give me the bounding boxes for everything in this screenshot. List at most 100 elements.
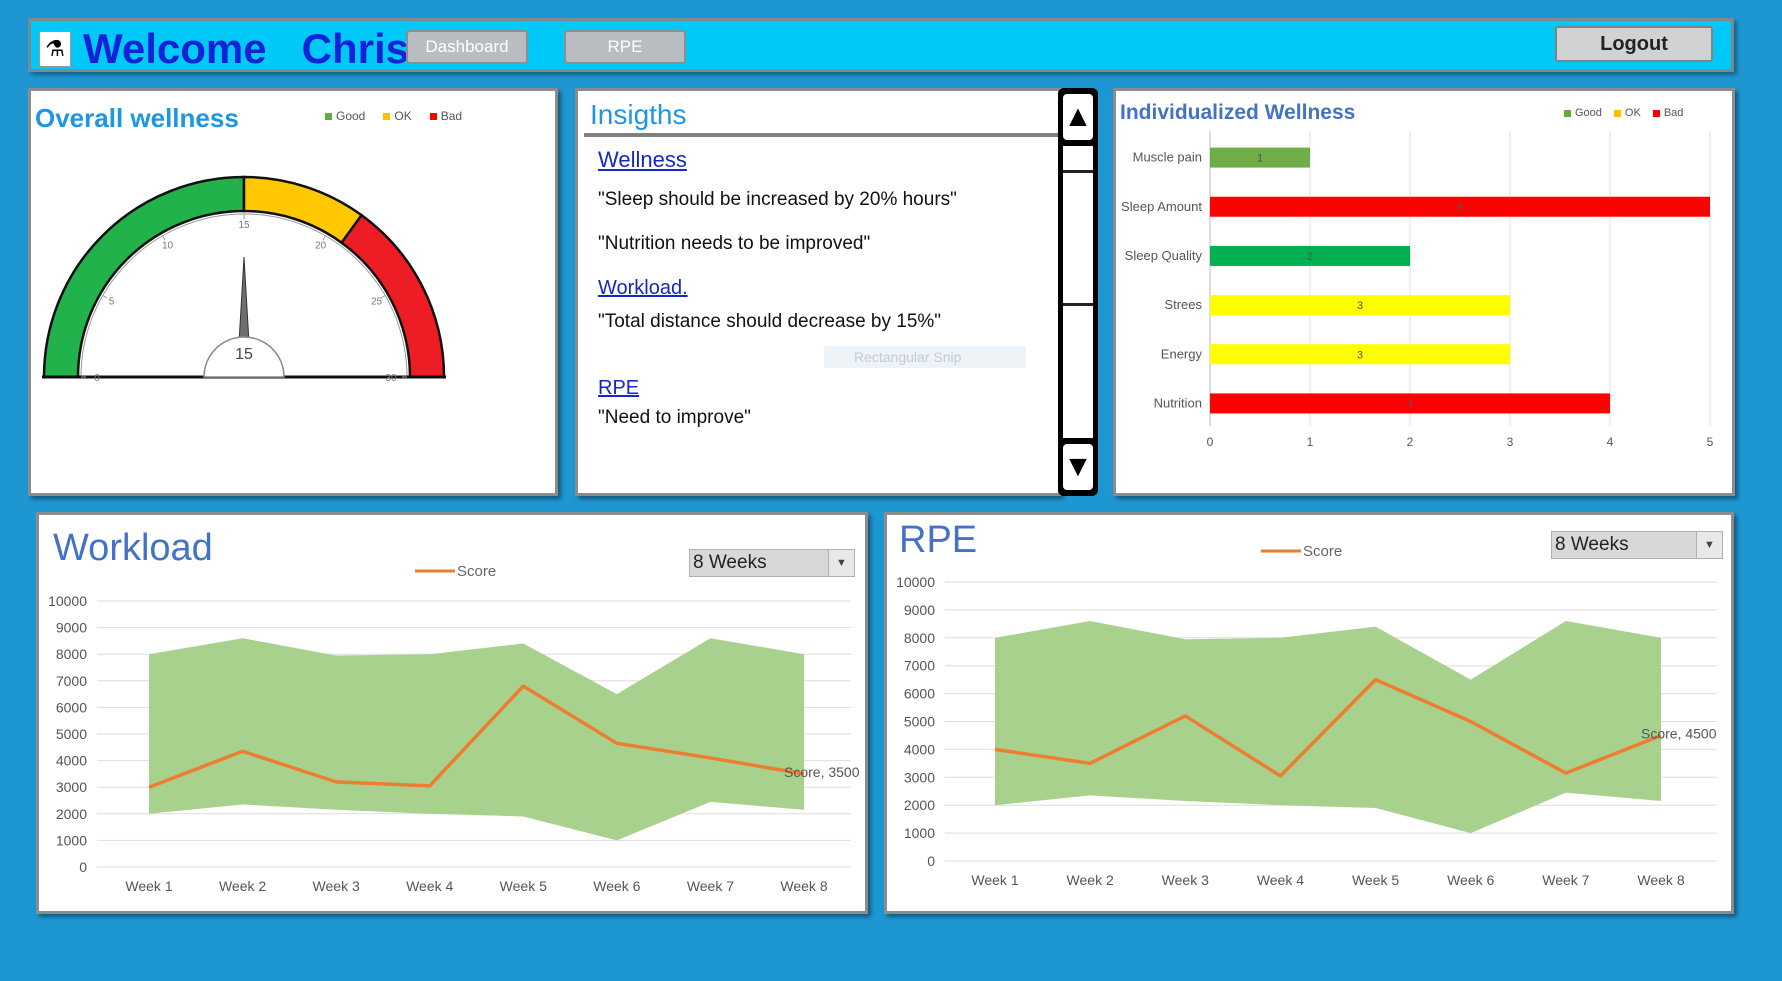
bar-x-tick-label: 5 xyxy=(1707,435,1714,449)
line-x-tick-label: Week 2 xyxy=(219,878,266,894)
user-name: Chris xyxy=(301,25,410,72)
gauge-tick-label: 5 xyxy=(109,297,115,308)
line-y-tick-label: 1000 xyxy=(56,832,87,848)
line-y-tick-label: 10000 xyxy=(48,593,87,609)
line-y-tick-label: 8000 xyxy=(904,630,935,646)
gauge-hub xyxy=(203,336,285,378)
rpe-period-value: 8 Weeks xyxy=(1555,534,1629,555)
gauge-tick-label: 25 xyxy=(371,297,383,308)
line-y-tick-label: 9000 xyxy=(56,620,87,636)
line-y-tick-label: 10000 xyxy=(896,574,935,590)
line-y-tick-label: 2000 xyxy=(904,797,935,813)
line-x-tick-label: Week 1 xyxy=(971,872,1018,888)
line-y-tick-label: 8000 xyxy=(56,646,87,662)
gauge-tick xyxy=(102,295,108,299)
legend-good: Good xyxy=(1564,107,1602,119)
line-x-tick-label: Week 7 xyxy=(687,878,734,894)
bar-3 xyxy=(1210,295,1510,316)
line-y-tick-label: 0 xyxy=(927,853,935,869)
overall-wellness-legend: Good OK Bad xyxy=(325,109,462,123)
bar-value-label: 3 xyxy=(1357,300,1363,312)
insights-scrollbar[interactable]: ▲ ▼ xyxy=(1058,88,1098,496)
bar-x-tick-label: 3 xyxy=(1507,435,1514,449)
bar-x-tick-label: 1 xyxy=(1307,435,1314,449)
rpe-title: RPE xyxy=(899,519,978,561)
line-y-tick-label: 1000 xyxy=(904,825,935,841)
triangle-down-icon[interactable]: ▼ xyxy=(1063,444,1093,490)
overall-wellness-panel: Overall wellness Good OK Bad 0 5 10 15 20 25 3… xyxy=(28,88,558,496)
welcome-heading: Welcome Chris xyxy=(83,27,409,71)
line-y-tick-label: 9000 xyxy=(904,602,935,618)
line-y-tick-label: 2000 xyxy=(56,806,87,822)
line-x-tick-label: Week 8 xyxy=(780,878,827,894)
bar-4 xyxy=(1210,344,1510,365)
insights-divider xyxy=(584,133,1058,137)
workload-chart: 0 1000 2000 3000 4000 5000 6000 7000 8000 9000 100… xyxy=(48,563,860,894)
line-x-tick-label: Week 2 xyxy=(1067,872,1114,888)
line-x-tick-label: Week 6 xyxy=(593,878,640,894)
legend-ok: OK xyxy=(383,109,412,123)
legend-ok-swatch xyxy=(1613,109,1621,117)
line-x-tick-label: Week 3 xyxy=(313,878,360,894)
bar-value-label: 3 xyxy=(1357,349,1363,361)
app-logo-icon: ⚗ xyxy=(39,31,71,67)
insights-rpe-link[interactable]: RPE xyxy=(598,377,640,399)
gauge-tick xyxy=(380,295,386,299)
insights-workload-link[interactable]: Workload. xyxy=(598,277,688,299)
line-y-tick-label: 6000 xyxy=(904,686,935,702)
legend-bad: Bad xyxy=(429,109,462,123)
rpe-nav-button[interactable]: RPE xyxy=(564,30,686,64)
gauge-tick xyxy=(162,235,166,241)
insights-wellness-link[interactable]: Wellness xyxy=(598,147,687,172)
individual-wellness-legend: Good OK Bad xyxy=(1564,107,1683,119)
chevron-down-icon[interactable]: ▼ xyxy=(828,550,854,576)
overall-wellness-title: Overall wellness xyxy=(35,103,239,133)
line-x-tick-label: Week 1 xyxy=(125,878,172,894)
score-line xyxy=(148,684,805,789)
bar-value-label: 5 xyxy=(1457,202,1463,214)
chevron-down-icon[interactable]: ▼ xyxy=(1696,532,1722,558)
rpe-period-dropdown[interactable]: 8 Weeks ▼ xyxy=(1551,531,1723,559)
bar-category-label: Energy xyxy=(1161,346,1203,361)
triangle-up-icon[interactable]: ▲ xyxy=(1063,94,1093,140)
insight-text: "Need to improve" xyxy=(598,407,751,428)
line-x-tick-label: Week 8 xyxy=(1637,872,1684,888)
gauge-tick-label: 0 xyxy=(94,373,100,384)
line-y-tick-label: 4000 xyxy=(904,741,935,757)
insights-title: Insigths xyxy=(590,99,687,130)
gauge-band-0 xyxy=(42,175,246,379)
individual-wellness-chart: 0 1 2 3 4 5 Muscle pain 1 Sleep Amount 5 Sleep Qua… xyxy=(1121,131,1714,449)
workload-title: Workload xyxy=(53,527,213,569)
insights-panel: Insigths Wellness "Sleep should be incre… xyxy=(575,88,1061,496)
bar-value-label: 1 xyxy=(1257,153,1263,165)
bar-category-label: Muscle pain xyxy=(1133,150,1202,165)
bar-x-tick-label: 4 xyxy=(1607,435,1614,449)
bar-category-label: Sleep Amount xyxy=(1121,199,1202,214)
bar-category-label: Sleep Quality xyxy=(1125,248,1203,263)
range-band xyxy=(149,638,804,841)
line-x-tick-label: Week 6 xyxy=(1447,872,1494,888)
line-y-tick-label: 3000 xyxy=(904,769,935,785)
line-y-tick-label: 7000 xyxy=(56,673,87,689)
workload-period-value: 8 Weeks xyxy=(693,552,767,573)
line-y-tick-label: 6000 xyxy=(56,699,87,715)
line-x-tick-label: Week 5 xyxy=(500,878,547,894)
line-x-tick-label: Week 5 xyxy=(1352,872,1399,888)
dashboard-button[interactable]: Dashboard xyxy=(406,30,528,64)
bar-0 xyxy=(1210,147,1310,168)
logout-button[interactable]: Logout xyxy=(1555,26,1713,62)
line-y-tick-label: 5000 xyxy=(56,726,87,742)
scroll-thumb[interactable] xyxy=(1063,170,1093,306)
score-end-label: Score, 3500 xyxy=(784,764,860,780)
score-line xyxy=(994,677,1662,778)
bar-category-label: Strees xyxy=(1164,297,1202,312)
bar-value-label: 4 xyxy=(1407,398,1413,410)
gauge-tick-label: 20 xyxy=(315,240,327,251)
workload-period-dropdown[interactable]: 8 Weeks ▼ xyxy=(689,549,855,577)
individual-wellness-title: Individualized Wellness xyxy=(1120,101,1356,124)
bar-x-tick-label: 2 xyxy=(1407,435,1414,449)
rpe-panel: RPE 8 Weeks ▼ 0 1000 2000 3000 4000 5000 6000 70… xyxy=(884,512,1734,914)
bar-2 xyxy=(1210,245,1410,266)
legend-bad-swatch xyxy=(429,112,437,120)
insight-text: "Nutrition needs to be improved" xyxy=(598,233,871,254)
